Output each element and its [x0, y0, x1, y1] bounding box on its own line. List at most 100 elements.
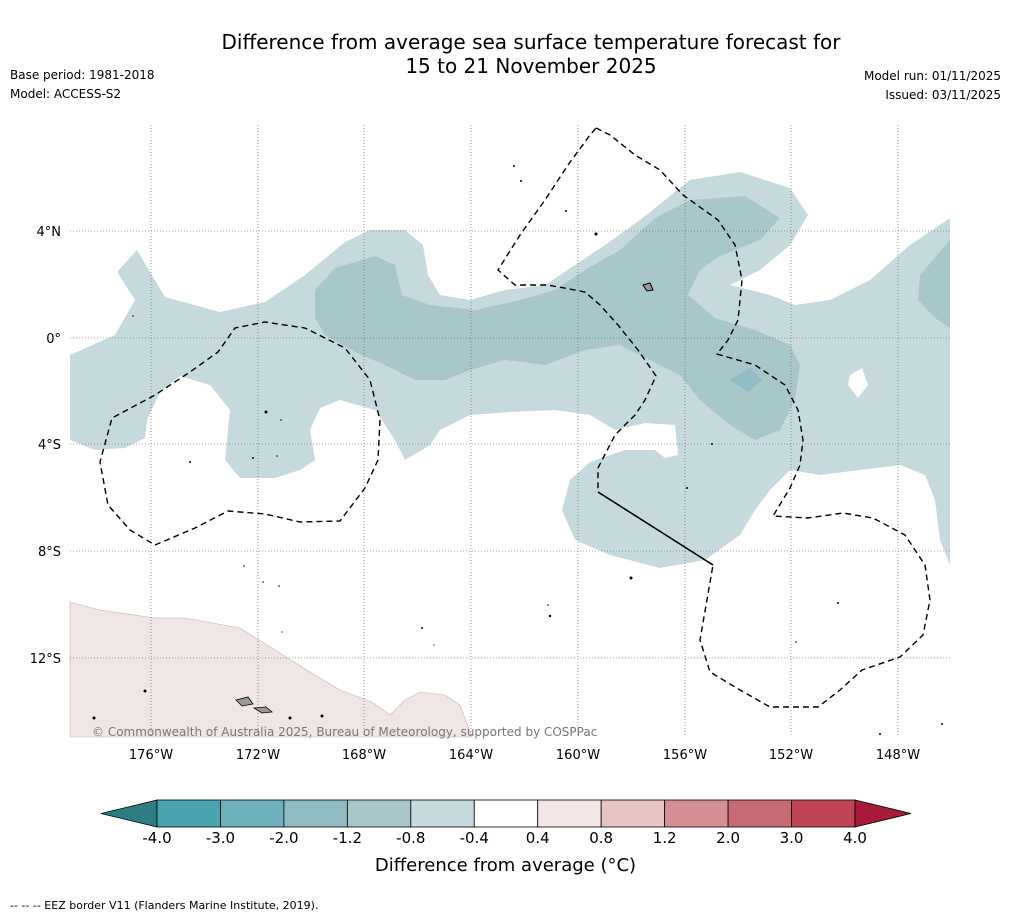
meta-right: Model run: 01/11/2025 Issued: 03/11/2025 — [864, 67, 1001, 105]
island-samoa-upolu — [252, 706, 273, 714]
lat-label-0: 0° — [46, 332, 61, 347]
colorbar-tick-label: -4.0 — [142, 829, 172, 847]
anomaly-mid-east — [918, 240, 950, 328]
colorbar-tick-label: -1.2 — [332, 829, 362, 847]
colorbar-segment — [664, 799, 729, 828]
colorbar-tick-label: -0.4 — [459, 829, 489, 847]
island-dot — [278, 585, 280, 587]
colorbar-tick-label: -0.8 — [396, 829, 426, 847]
island-dot — [795, 641, 797, 643]
anomaly-band-main — [70, 172, 950, 568]
model-name: Model: ACCESS-S2 — [10, 87, 122, 101]
anomaly-dark-spot — [730, 368, 762, 392]
colorbar-segment — [156, 799, 221, 828]
colorbar-tick-label: 4.0 — [843, 829, 867, 847]
island-dot — [276, 455, 278, 457]
island-dot — [143, 689, 147, 693]
island-dot — [686, 487, 688, 489]
eez-kiribati-west — [497, 127, 714, 566]
island-dot — [288, 716, 292, 720]
island-dot — [264, 410, 268, 414]
colorbar-tick-label: 0.8 — [589, 829, 614, 847]
anomaly-mid-central — [315, 196, 800, 440]
islands — [92, 165, 943, 735]
island-dot — [548, 614, 552, 618]
island-dot — [281, 631, 283, 633]
eez-solid-segment — [597, 491, 714, 566]
colorbar-segment — [727, 799, 792, 828]
colorbar-segment — [283, 799, 348, 828]
lat-label-4s: 4°S — [38, 438, 61, 453]
colorbar-over-arrow — [854, 799, 912, 828]
anomaly-light-pink — [69, 601, 473, 738]
island-dot — [520, 180, 522, 182]
island-dot — [92, 716, 96, 720]
lon-label-152w: 152°W — [769, 748, 813, 763]
lon-label-172w: 172°W — [236, 748, 280, 763]
lon-label-168w: 168°W — [342, 748, 386, 763]
lon-label-176w: 176°W — [129, 748, 173, 763]
colorbar-tick-label: 3.0 — [779, 829, 804, 847]
colorbar-label: Difference from average (°C) — [374, 855, 637, 876]
island-dot — [711, 443, 713, 445]
lat-label-12s: 12°S — [30, 652, 61, 667]
eez-tokelau — [99, 321, 381, 546]
island-dot — [421, 627, 423, 629]
title-line-1: Difference from average sea surface temp… — [221, 30, 841, 54]
anomaly-light-blue — [70, 172, 950, 568]
island-dot — [243, 565, 245, 567]
colorbar-segment — [220, 799, 285, 828]
lon-label-160w: 160°W — [556, 748, 600, 763]
anomaly-patch-east — [848, 368, 868, 398]
model-run: Model run: 01/11/2025 — [863, 69, 1001, 83]
island-dot — [433, 644, 435, 646]
anomaly-mid-blue — [315, 196, 950, 440]
island-dot — [941, 723, 943, 725]
lat-label-8s: 8°S — [38, 545, 61, 560]
island-dot — [262, 581, 264, 583]
copyright-text: © Commonwealth of Australia 2025, Bureau… — [92, 725, 597, 739]
island-kiritimati — [642, 282, 654, 292]
colorbar — [100, 799, 912, 828]
island-dot — [513, 165, 515, 167]
island-dot — [189, 461, 191, 463]
colorbar-tick-label: -3.0 — [205, 829, 236, 847]
colorbar-tick-label: 0.4 — [525, 829, 550, 847]
gridlines — [70, 125, 950, 737]
eez-borders — [99, 127, 931, 708]
island-dot — [629, 576, 633, 580]
colorbar-tick-label: -2.0 — [269, 829, 299, 847]
base-period: Base period: 1981-2018 — [10, 68, 155, 82]
colorbar-segment — [346, 799, 412, 828]
colorbar-segment — [791, 799, 856, 828]
title-line-2: 15 to 21 November 2025 — [405, 54, 657, 78]
island-dot — [879, 733, 881, 735]
colorbar-segment — [600, 799, 666, 828]
colorbar-segment — [410, 799, 475, 828]
colorbar-segment — [473, 799, 539, 828]
issued-date: Issued: 03/11/2025 — [885, 88, 1001, 102]
island-dot — [280, 419, 282, 421]
island-dot — [594, 232, 598, 236]
chart-title: Difference from average sea surface temp… — [0, 30, 1011, 78]
footnote: -- -- -- EEZ border V11 (Flanders Marine… — [10, 899, 319, 912]
colorbar-tick-label: 1.2 — [652, 829, 677, 847]
island-dot — [132, 315, 134, 317]
colorbar-tick-label: 2.0 — [716, 829, 741, 847]
lat-label-4n: 4°N — [37, 225, 62, 240]
meta-left: Base period: 1981-2018 Model: ACCESS-S2 — [10, 66, 155, 104]
island-dot — [837, 602, 839, 604]
lon-label-156w: 156°W — [663, 748, 707, 763]
island-dot — [547, 604, 549, 606]
island-samoa-savaii — [235, 696, 254, 707]
island-dot — [252, 457, 254, 459]
island-dot — [565, 210, 567, 212]
eez-kiribati-phoenix — [595, 127, 931, 708]
lon-label-148w: 148°W — [876, 748, 920, 763]
lat-labels: 4°N 0° 4°S 8°S 12°S — [30, 225, 61, 667]
island-dot — [320, 714, 324, 718]
lon-labels: 176°W 172°W 168°W 164°W 160°W 156°W 152°… — [129, 748, 920, 763]
colorbar-segment — [537, 799, 602, 828]
colorbar-under-arrow — [100, 799, 158, 828]
